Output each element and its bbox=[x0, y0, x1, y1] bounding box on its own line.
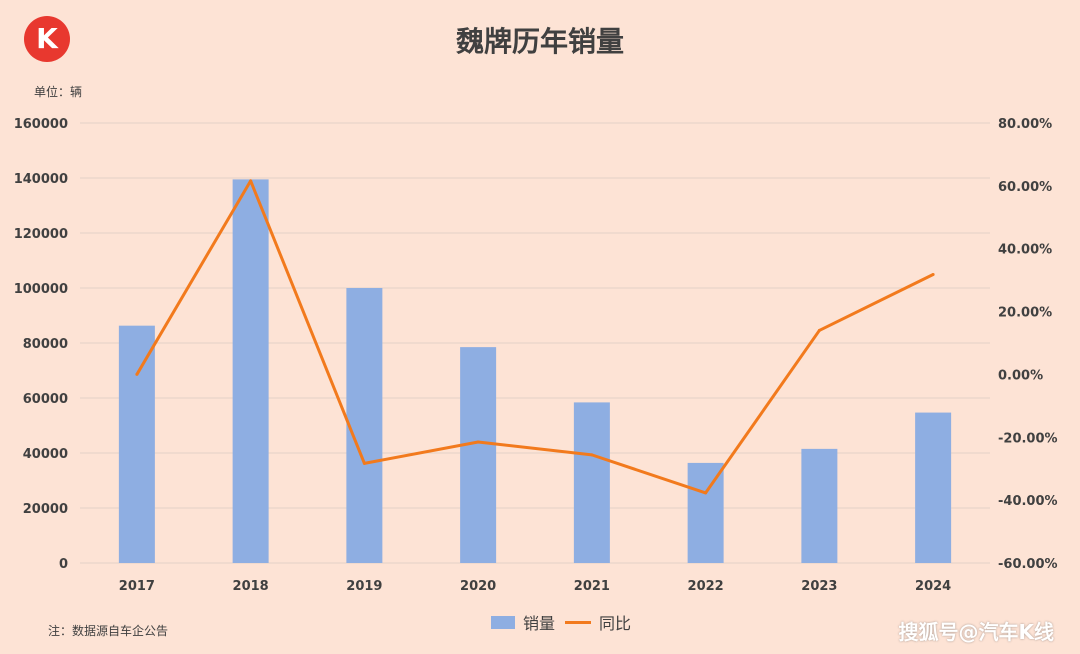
bar-2019 bbox=[346, 288, 383, 563]
chart-legend: 销量 同比 bbox=[0, 610, 1080, 634]
legend-swatch-sales bbox=[491, 615, 515, 629]
x-tick-label: 2021 bbox=[574, 579, 610, 594]
brand-logo: K bbox=[24, 16, 70, 62]
y-right-tick-label: -40.00% bbox=[998, 494, 1058, 509]
legend-label-yoy: 同比 bbox=[599, 614, 632, 633]
unit-label: 单位：辆 bbox=[34, 85, 83, 99]
bar-2018 bbox=[232, 179, 269, 563]
y-left-tick-label: 140000 bbox=[14, 172, 68, 187]
y-left-tick-label: 80000 bbox=[23, 337, 68, 352]
legend-label-sales: 销量 bbox=[523, 614, 556, 633]
legend-swatch-yoy bbox=[565, 620, 591, 624]
bar-2021 bbox=[573, 402, 610, 563]
source-note: 注：数据源自车企公告 bbox=[48, 624, 169, 638]
bar-2023 bbox=[801, 448, 838, 563]
logo-letter: K bbox=[36, 22, 58, 55]
y-left-tick-label: 20000 bbox=[23, 502, 68, 517]
y-right-tick-label: -60.00% bbox=[998, 557, 1058, 572]
x-tick-label: 2022 bbox=[688, 579, 724, 594]
yoy-line bbox=[135, 179, 934, 495]
legend-item-yoy: 同比 bbox=[565, 610, 631, 634]
bar-2024 bbox=[915, 412, 952, 563]
bar-2017 bbox=[118, 325, 155, 563]
yoy-point-2018 bbox=[249, 179, 253, 183]
yoy-point-2022 bbox=[704, 491, 708, 495]
bar-2020 bbox=[460, 347, 497, 563]
yoy-point-2023 bbox=[817, 328, 821, 332]
yoy-point-2019 bbox=[362, 461, 366, 465]
y-right-tick-label: 0.00% bbox=[998, 368, 1043, 383]
x-tick-label: 2017 bbox=[119, 579, 155, 594]
y-right-tick-label: 60.00% bbox=[998, 180, 1052, 195]
y-left-tick-label: 160000 bbox=[14, 117, 68, 132]
y-left-tick-label: 120000 bbox=[14, 227, 68, 242]
yoy-point-2024 bbox=[931, 272, 935, 276]
legend-item-sales: 销量 bbox=[491, 610, 555, 634]
x-tick-label: 2019 bbox=[346, 579, 382, 594]
yoy-point-2021 bbox=[590, 453, 594, 457]
y-left-tick-label: 40000 bbox=[23, 447, 68, 462]
y-left-tick-label: 0 bbox=[59, 557, 68, 572]
x-tick-label: 2020 bbox=[460, 579, 496, 594]
y-right-tick-label: -20.00% bbox=[998, 431, 1058, 446]
y-left-tick-label: 100000 bbox=[14, 282, 68, 297]
bar-2022 bbox=[687, 462, 724, 563]
y-right-tick-label: 80.00% bbox=[998, 117, 1052, 132]
watermark: 搜狐号@汽车K线 bbox=[898, 620, 1055, 644]
y-right-tick-label: 20.00% bbox=[998, 306, 1052, 321]
y-right-tick-label: 40.00% bbox=[998, 243, 1052, 258]
yoy-point-2020 bbox=[476, 440, 480, 444]
y-left-tick-label: 60000 bbox=[23, 392, 68, 407]
x-tick-label: 2018 bbox=[233, 579, 269, 594]
x-tick-label: 2024 bbox=[915, 579, 951, 594]
x-tick-label: 2023 bbox=[801, 579, 837, 594]
chart-title: 魏牌历年销量 bbox=[455, 25, 624, 58]
yoy-point-2017 bbox=[135, 372, 139, 376]
